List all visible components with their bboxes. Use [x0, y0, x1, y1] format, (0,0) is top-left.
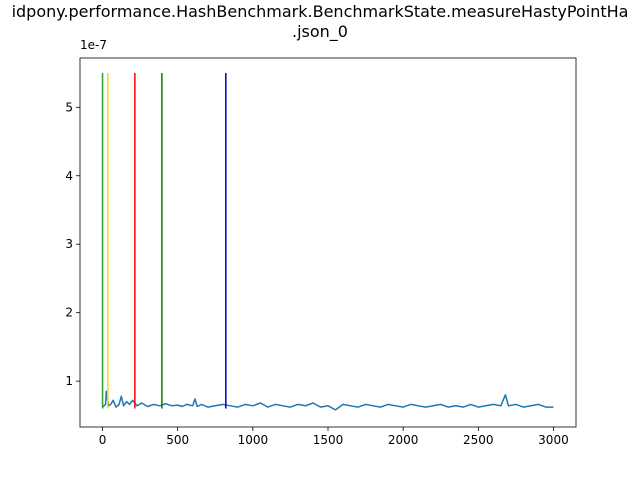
y-tick-label: 4 — [65, 169, 73, 183]
y-tick-label: 3 — [65, 237, 73, 251]
y-tick-label: 1 — [65, 374, 73, 388]
series-line-0 — [102, 390, 554, 411]
chart-title-line-2: .json_0 — [292, 22, 348, 41]
chart-title-line-1: idpony.performance.HashBenchmark.Benchma… — [11, 2, 629, 21]
y-tick-label: 2 — [65, 306, 73, 320]
x-tick-label: 1000 — [238, 433, 269, 447]
y-tick-label: 5 — [65, 100, 73, 114]
x-tick-label: 500 — [166, 433, 189, 447]
x-tick-label: 2000 — [388, 433, 419, 447]
x-tick-label: 0 — [99, 433, 107, 447]
x-tick-label: 2500 — [463, 433, 494, 447]
y-axis-scale-label: 1e-7 — [80, 38, 107, 52]
plot-frame — [79, 57, 577, 428]
x-tick-label: 1500 — [313, 433, 344, 447]
x-tick-label: 3000 — [538, 433, 569, 447]
